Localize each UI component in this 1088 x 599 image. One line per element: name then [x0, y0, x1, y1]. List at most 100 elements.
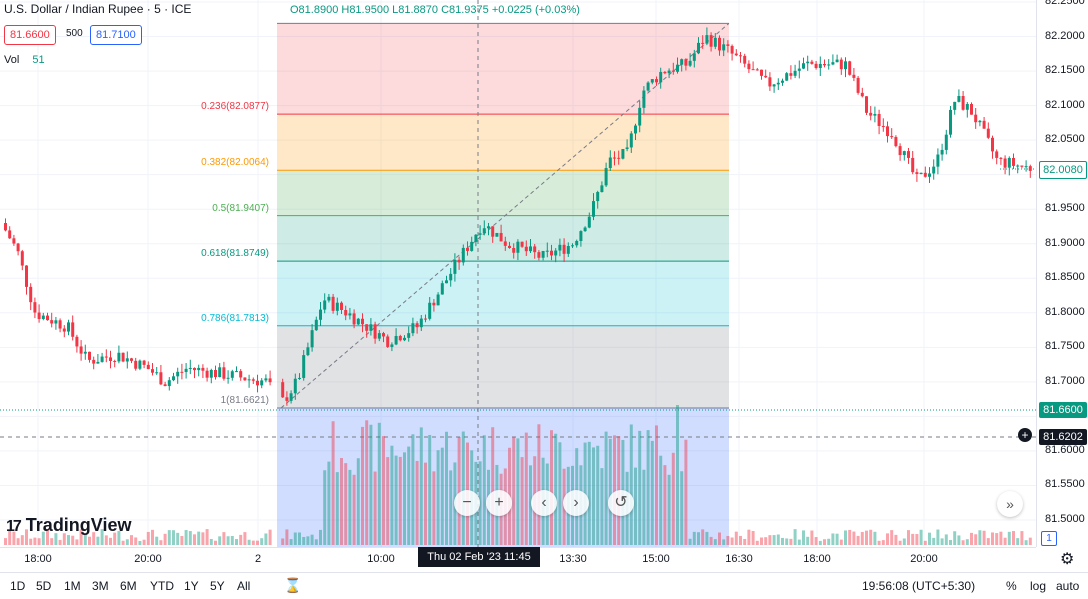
- range-button-all[interactable]: All: [237, 579, 251, 593]
- volume-bar: [201, 532, 205, 545]
- candle-body: [16, 243, 20, 252]
- volume-bar: [306, 536, 310, 545]
- price-chart[interactable]: [0, 0, 1036, 547]
- candle-body: [142, 360, 146, 365]
- volume-bar: [491, 427, 495, 545]
- volume-bar: [512, 436, 516, 545]
- percent-scale-toggle[interactable]: %: [1006, 579, 1017, 593]
- volume-bar: [772, 535, 776, 545]
- log-scale-toggle[interactable]: log: [1030, 579, 1047, 593]
- volume-bar: [709, 536, 713, 545]
- volume-bar: [1003, 537, 1007, 545]
- candle-body: [461, 247, 465, 263]
- range-button-3m[interactable]: 3M: [92, 579, 109, 593]
- volume-bar: [134, 537, 138, 545]
- auto-scale-toggle[interactable]: auto: [1056, 579, 1080, 593]
- time-tick: 13:30: [559, 553, 587, 565]
- candle-body: [508, 245, 511, 249]
- range-button-5y[interactable]: 5Y: [210, 579, 225, 593]
- volume-bar: [159, 540, 163, 545]
- volume-bar: [835, 533, 839, 545]
- candle-body: [713, 37, 717, 47]
- range-button-ytd[interactable]: YTD: [150, 579, 174, 593]
- candle-body: [839, 59, 843, 70]
- price-tick: 82.2000: [1045, 29, 1085, 42]
- candle-body: [230, 371, 234, 378]
- candle-body: [919, 172, 923, 175]
- candle-body: [944, 134, 948, 150]
- candle-body: [776, 82, 780, 85]
- volume-bar: [390, 445, 394, 545]
- candle-body: [869, 112, 873, 116]
- volume-bar: [659, 455, 663, 545]
- settings-gear-icon[interactable]: ⚙: [1060, 551, 1075, 568]
- volume-bar: [226, 536, 230, 545]
- candle-body: [25, 265, 28, 287]
- volume-bar: [46, 529, 49, 545]
- candle-body: [730, 45, 734, 54]
- candle-body: [617, 157, 621, 159]
- candle-body: [20, 251, 24, 266]
- candle-body: [932, 166, 936, 174]
- range-button-5d[interactable]: 5D: [36, 579, 52, 593]
- chart-area[interactable]: U.S. Dollar / Indian Rupee · 5 · ICE O81…: [0, 0, 1036, 547]
- candle-body: [894, 137, 898, 147]
- candle-body: [722, 44, 726, 51]
- candle-body: [1003, 158, 1007, 168]
- candle-body: [646, 82, 650, 91]
- candle-body: [848, 61, 852, 75]
- candle-body: [306, 347, 310, 356]
- reset-chart-button[interactable]: ↺: [608, 490, 634, 516]
- scroll-forward-button[interactable]: ›: [563, 490, 589, 516]
- time-tick: 18:00: [803, 553, 831, 565]
- symbol-title[interactable]: U.S. Dollar / Indian Rupee · 5 · ICE: [4, 2, 192, 16]
- scroll-to-realtime-button[interactable]: »: [997, 491, 1023, 517]
- price-tick: 81.8000: [1045, 305, 1085, 318]
- candle-body: [96, 361, 100, 364]
- clock-timezone[interactable]: 19:56:08 (UTC+5:30): [862, 579, 976, 593]
- candle-body: [533, 246, 537, 253]
- volume-bar: [760, 537, 763, 545]
- zoom-in-button[interactable]: +: [486, 490, 512, 516]
- price-axis[interactable]: 82.2500 82.2000 82.1500 82.1000 82.0500 82.00…: [1036, 0, 1088, 547]
- add-alert-icon[interactable]: +: [1018, 428, 1032, 442]
- scroll-back-button[interactable]: ‹: [531, 490, 557, 516]
- candle-body: [747, 63, 751, 70]
- candle-body: [554, 250, 558, 256]
- volume-bar: [419, 427, 423, 545]
- volume-bar: [239, 534, 243, 545]
- buy-price-button[interactable]: 81.7100: [90, 25, 142, 45]
- volume-legend[interactable]: Vol 51: [4, 54, 45, 66]
- candle-body: [1007, 157, 1011, 168]
- volume-bar: [608, 438, 612, 545]
- candle-body: [428, 302, 432, 319]
- price-tick: 81.5500: [1045, 478, 1085, 491]
- candle-body: [113, 360, 117, 362]
- volume-label: Vol: [4, 54, 20, 66]
- candle-body: [650, 79, 654, 83]
- candle-body: [436, 294, 440, 306]
- volume-bar: [331, 421, 335, 545]
- volume-bar: [953, 531, 957, 545]
- volume-bar: [142, 539, 146, 545]
- sell-price-button[interactable]: 81.6600: [4, 25, 56, 45]
- candle-body: [965, 104, 969, 110]
- candle-body: [562, 244, 566, 254]
- fib-zone: [277, 170, 729, 216]
- zoom-out-button[interactable]: −: [454, 490, 480, 516]
- candle-body: [100, 356, 104, 362]
- volume-bar: [138, 540, 142, 545]
- volume-bar: [898, 540, 902, 545]
- volume-bar: [302, 536, 306, 545]
- candle-body: [155, 372, 159, 374]
- range-button-6m[interactable]: 6M: [120, 579, 137, 593]
- range-button-1d[interactable]: 1D: [10, 579, 26, 593]
- date-range-calendar-icon[interactable]: ⌛: [284, 577, 302, 593]
- tradingview-logo[interactable]: 17 TradingView: [6, 515, 132, 536]
- range-button-1y[interactable]: 1Y: [184, 579, 199, 593]
- candle-body: [961, 96, 965, 110]
- symbol-legend[interactable]: U.S. Dollar / Indian Rupee · 5 · ICE: [4, 2, 191, 16]
- candle-body: [613, 157, 616, 159]
- range-button-1m[interactable]: 1M: [64, 579, 81, 593]
- volume-bar: [713, 539, 717, 545]
